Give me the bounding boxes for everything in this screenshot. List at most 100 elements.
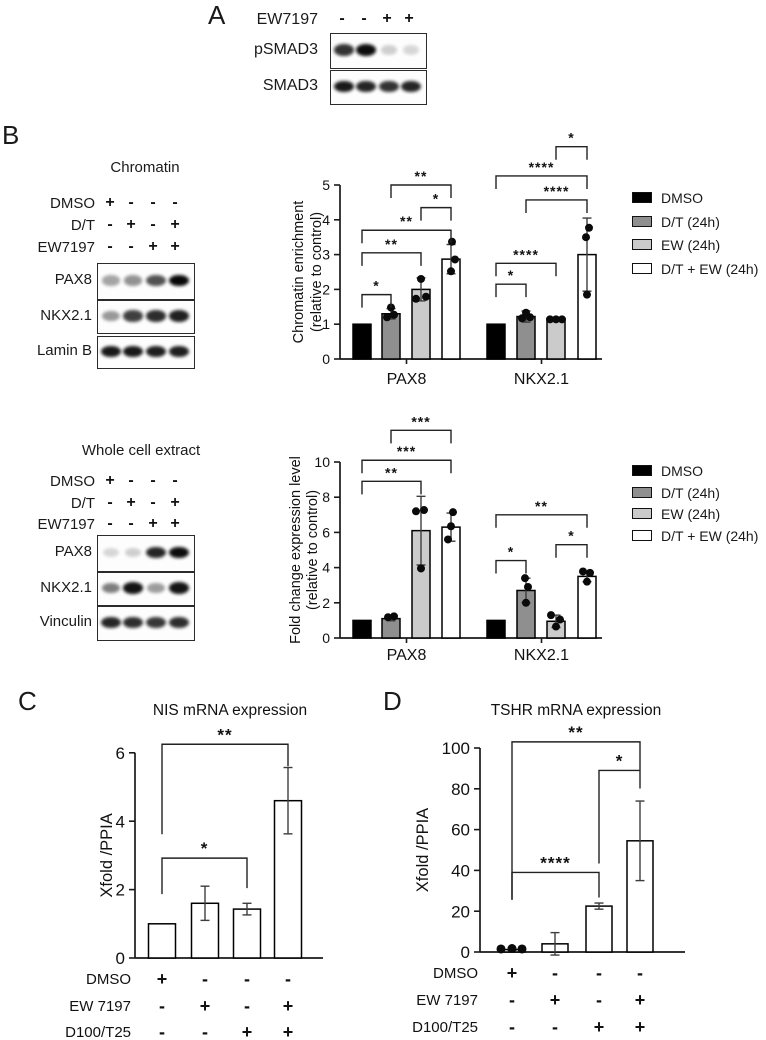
y-tick-label: 40 [451,862,470,881]
chromatin-0-band [168,274,190,287]
legend-swatch [632,508,652,519]
chromatin-1-blot-box [97,300,195,334]
bracket-label: *** [411,413,430,429]
legend-swatch [632,465,652,476]
chromatin-row2-sign: + [170,238,180,255]
data-point-dot [546,315,554,324]
wce-row1-sign: + [170,494,180,511]
data-point-dot [583,290,591,299]
treatment-sign: + [200,996,211,1016]
chromatin-chart-legend: DMSO D/T (24h) EW (24h) D/T + EW (24h) [632,190,766,299]
bar [232,908,262,959]
y-tick-label: 2 [116,881,125,900]
chromatin-row1-sign: + [170,216,180,233]
treatment-sign: - [202,1022,208,1040]
legend-label: DMSO [661,463,703,479]
treatment-sign: - [159,996,165,1016]
panel-a-sign: - [339,10,345,27]
data-point-dot [522,308,530,317]
legend-item: D/T + EW (24h) [632,260,766,277]
chromatin-row0-sign: - [150,194,156,211]
legend-swatch [632,262,652,274]
treatment-sign: + [283,1022,294,1040]
significance-bracket [511,741,641,900]
legend-label: EW (24h) [661,237,721,253]
legend-item: EW (24h) [632,506,766,522]
wce-row0-sign: - [150,472,156,489]
bar [381,313,401,360]
chart-title: TSHR mRNA expression [491,702,662,719]
chromatin-2-band [168,345,190,358]
data-point-dot [585,223,593,232]
chart-title: NIS mRNA expression [153,702,307,719]
treatment-label-dmso: DMSO [50,195,95,212]
wce-1-blot-box [97,572,195,606]
bracket-label: ** [217,725,232,744]
blot-label-pax8: PAX8 [54,271,92,288]
legend-item: D/T (24h) [632,485,766,501]
wce-row2-sign: + [170,515,180,532]
psmad3-blot-box [330,33,427,69]
treatment-row-label: EW 7197 [69,998,131,1015]
y-tick-label: 4 [322,560,330,576]
treatment-sign: - [596,990,602,1010]
data-point-dot [417,564,425,573]
data-point-dot [451,255,459,264]
data-point-dot [447,522,455,531]
bracket-label: * [201,839,209,858]
wce-2-band [100,616,122,629]
y-axis-label: Fold change expression level [288,456,304,644]
bracket-label: ** [415,168,428,184]
y-tick-label: 4 [322,212,330,228]
panel-a-sign: - [361,10,367,27]
data-point-dot [417,274,425,283]
psmad3-band [334,44,354,56]
wce-2-band [169,616,189,629]
significance-bracket [495,262,557,277]
y-tick-label: 4 [116,812,125,831]
bar [352,323,372,360]
chromatin-2-band [100,345,122,358]
y-tick-label: 0 [116,949,125,968]
bar [516,315,536,360]
legend-swatch [632,239,652,250]
legend-label: D/T + EW (24h) [661,527,759,544]
chromatin-row0-sign: + [105,194,115,211]
panel-a-label: A [208,0,226,30]
data-point-dot [447,267,455,276]
treatment-sign: + [283,996,294,1016]
treatment-sign: - [596,963,602,983]
bracket-label: ** [385,236,398,252]
treatment-sign: - [552,963,558,983]
treatment-row-label: D100/T25 [65,1024,131,1040]
legend-item: DMSO [632,463,766,479]
treatment-label-ew7197: EW7197 [37,239,95,256]
treatment-sign: - [637,963,643,983]
bracket-label: **** [540,853,570,872]
chromatin-row2-sign: + [148,238,158,255]
y-tick-label: 10 [314,454,330,470]
wce-0-band [168,546,190,559]
significance-bracket [361,293,392,308]
bar [352,619,372,639]
wce-0-band [145,546,167,559]
significance-bracket [495,514,588,528]
y-axis-label: Xfold /PPIA [98,813,116,897]
significance-bracket [361,252,422,266]
bracket-label: ** [385,464,398,480]
treatment-sign: + [157,969,168,989]
significance-bracket [390,429,452,444]
bar [441,526,461,639]
treatment-sign: + [550,990,561,1010]
data-point-dot [496,944,506,954]
smad3-band [379,80,399,93]
category-label: NKX2.1 [514,647,569,664]
legend-label: D/T + EW (24h) [661,260,759,277]
y-axis-label: (relative to control) [305,490,321,610]
significance-bracket [525,199,588,213]
wce-2-blot-box [97,606,195,641]
wce-1-band [147,582,165,594]
bracket-label: * [508,267,514,283]
treatment-sign: - [202,969,208,989]
